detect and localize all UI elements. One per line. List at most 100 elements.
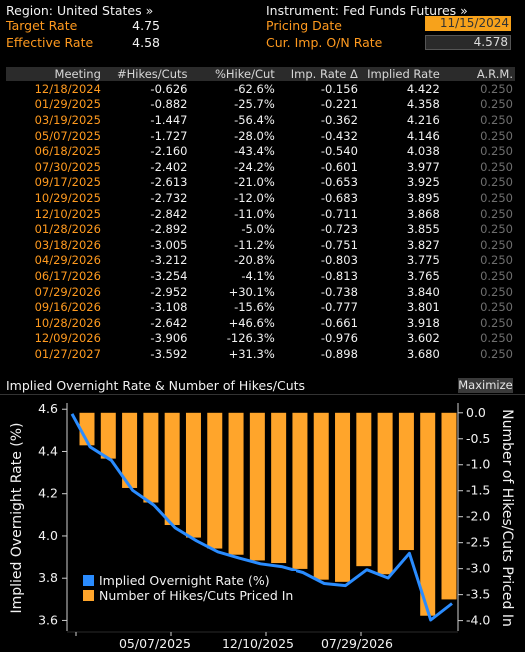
right-tick-label: -3.0	[466, 561, 490, 576]
table-row[interactable]: 06/17/2026 -3.254 -4.1% -0.813 3.765 0.250	[6, 268, 515, 284]
table-row[interactable]: 05/07/2025 -1.727 -28.0% -0.432 4.146 0.250	[6, 128, 515, 144]
legend-label-hikes: Number of Hikes/Cuts Priced In	[99, 588, 293, 603]
col-pct-hike-cut[interactable]: %Hike/Cut	[189, 67, 277, 81]
col-imp-rate-delta[interactable]: Imp. Rate Δ	[276, 67, 360, 81]
col-arm[interactable]: A.R.M.	[441, 67, 515, 81]
table-cell: -0.601	[320, 159, 358, 174]
pricing-date-field[interactable]: 11/15/2024	[425, 16, 511, 31]
table-cell: 01/28/2026	[34, 222, 101, 237]
table-cell: 0.250	[480, 284, 513, 299]
table-row[interactable]: 01/27/2027 -3.592 +31.3% -0.898 3.680 0.250	[6, 346, 515, 362]
table-cell: -56.4%	[234, 112, 275, 127]
table-cell: 3.925	[406, 175, 440, 190]
table-cell: 09/17/2025	[34, 175, 101, 190]
table-cell: 3.801	[406, 300, 440, 315]
table-cell: -0.898	[320, 346, 358, 361]
chart-bar	[228, 412, 244, 555]
table-cell: 3.918	[406, 315, 440, 330]
chart-legend: Implied Overnight Rate (%)Number of Hike…	[78, 571, 296, 605]
table-cell: -0.976	[320, 331, 358, 346]
table-cell: -12.0%	[234, 190, 275, 205]
table-cell: 04/29/2026	[34, 253, 101, 268]
table-row[interactable]: 07/30/2025 -2.402 -24.2% -0.601 3.977 0.250	[6, 159, 515, 175]
legend-label-rate: Implied Overnight Rate (%)	[99, 573, 270, 588]
table-cell: 4.422	[406, 81, 440, 96]
chart-bar	[271, 412, 287, 564]
table-cell: 05/07/2025	[34, 128, 101, 143]
x-tick-label: 05/07/2025	[119, 636, 191, 651]
table-row[interactable]: 12/09/2026 -3.906 -126.3% -0.976 3.602 0.250	[6, 331, 515, 347]
col-hikes-cuts[interactable]: #Hikes/Cuts	[102, 67, 190, 81]
table-cell: 01/27/2027	[34, 346, 101, 361]
table-cell: 0.250	[480, 222, 513, 237]
x-tick-label: 07/29/2026	[321, 636, 393, 651]
table-cell: 4.358	[406, 97, 440, 112]
table-cell: -3.592	[150, 346, 188, 361]
col-meeting[interactable]: Meeting	[6, 67, 103, 81]
table-cell: 0.250	[480, 346, 513, 361]
table-cell: -2.642	[150, 315, 188, 330]
table-cell: -0.653	[320, 175, 358, 190]
legend-swatch-hikes	[83, 590, 94, 601]
maximize-button[interactable]: Maximize	[458, 378, 513, 393]
region-selector[interactable]: Region: United States »	[6, 3, 154, 18]
table-cell: -2.402	[150, 159, 188, 174]
table-cell: -2.613	[150, 175, 188, 190]
table-cell: -0.723	[320, 222, 358, 237]
chart-bar	[335, 412, 351, 582]
table-row[interactable]: 01/29/2025 -0.882 -25.7% -0.221 4.358 0.250	[6, 97, 515, 113]
table-cell: -0.777	[320, 300, 358, 315]
table-row[interactable]: 12/10/2025 -2.842 -11.0% -0.711 3.868 0.250	[6, 206, 515, 222]
instrument-selector[interactable]: Instrument: Fed Funds Futures »	[266, 3, 468, 18]
table-cell: -43.4%	[234, 144, 275, 159]
table-row[interactable]: 12/18/2024 -0.626 -62.6% -0.156 4.422 0.250	[6, 81, 515, 97]
table-row[interactable]: 03/18/2026 -3.005 -11.2% -0.751 3.827 0.250	[6, 237, 515, 253]
right-axis-title: Number of Hikes/Cuts Priced In	[499, 409, 515, 627]
table-row[interactable]: 01/28/2026 -2.892 -5.0% -0.723 3.855 0.250	[6, 221, 515, 237]
table-cell: -0.626	[150, 81, 188, 96]
right-tick-label: 0.0	[466, 405, 486, 420]
table-cell: -0.711	[320, 206, 358, 221]
table-cell: -5.0%	[241, 222, 275, 237]
table-cell: -0.661	[320, 315, 358, 330]
table-row[interactable]: 09/17/2025 -2.613 -21.0% -0.653 3.925 0.250	[6, 175, 515, 191]
table-row[interactable]: 10/28/2026 -2.642 +46.6% -0.661 3.918 0.250	[6, 315, 515, 331]
table-cell: -2.160	[150, 144, 188, 159]
table-row[interactable]: 10/29/2025 -2.732 -12.0% -0.683 3.895 0.250	[6, 190, 515, 206]
table-cell: -2.952	[150, 284, 188, 299]
table-cell: 12/10/2025	[34, 206, 101, 221]
table-cell: 0.250	[480, 112, 513, 127]
chart-bar	[143, 412, 159, 503]
effective-rate-value: 4.58	[132, 35, 160, 50]
table-cell: 03/19/2025	[34, 112, 101, 127]
table-cell: 10/29/2025	[34, 190, 101, 205]
table-cell: -11.0%	[234, 206, 275, 221]
axes-layer: 4.6 4.4 4.2 4.0 3.8 3.6 0.0 -0.5 -1.0 -1.5 -2.0 -2.…	[9, 401, 515, 651]
table-row[interactable]: 04/29/2026 -3.212 -20.8% -0.803 3.775 0.250	[6, 253, 515, 269]
table-cell: -2.892	[150, 222, 188, 237]
effective-rate-label: Effective Rate	[6, 35, 94, 50]
rate-chart: 4.6 4.4 4.2 4.0 3.8 3.6 0.0 -0.5 -1.0 -1.5 -2.0 -2.…	[9, 401, 515, 651]
chart-bar	[164, 412, 180, 526]
x-tick-label: 12/10/2025	[222, 636, 294, 651]
table-cell: 3.977	[406, 159, 440, 174]
table-row[interactable]: 07/29/2026 -2.952 +30.1% -0.738 3.840 0.250	[6, 284, 515, 300]
table-row[interactable]: 06/18/2025 -2.160 -43.4% -0.540 4.038 0.250	[6, 143, 515, 159]
table-cell: -2.732	[150, 190, 188, 205]
table-cell: 3.827	[406, 237, 440, 252]
chart-bar	[292, 412, 308, 569]
col-implied-rate[interactable]: Implied Rate	[359, 67, 442, 81]
table-row[interactable]: 03/19/2025 -1.447 -56.4% -0.362 4.216 0.250	[6, 112, 515, 128]
table-cell: 0.250	[480, 206, 513, 221]
target-rate-value: 4.75	[132, 18, 160, 33]
table-cell: 0.250	[480, 175, 513, 190]
chart-bar	[377, 412, 393, 575]
left-axis-title: Implied Overnight Rate (%)	[9, 422, 25, 613]
table-cell: 0.250	[480, 253, 513, 268]
table-cell: 0.250	[480, 128, 513, 143]
table-cell: -2.842	[150, 206, 188, 221]
table-row[interactable]: 09/16/2026 -3.108 -15.6% -0.777 3.801 0.250	[6, 299, 515, 315]
chart-title: Implied Overnight Rate & Number of Hikes…	[6, 378, 306, 393]
left-tick-label: 3.6	[38, 612, 58, 627]
table-cell: 06/18/2025	[34, 144, 101, 159]
